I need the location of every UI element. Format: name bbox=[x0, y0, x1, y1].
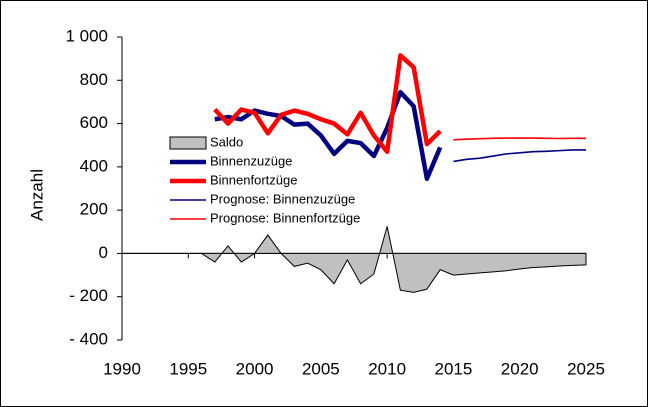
y-tick-label: 1 000 bbox=[65, 26, 108, 45]
legend-label: Prognose: Binnenfortzüge bbox=[210, 210, 360, 225]
x-tick-label: 1995 bbox=[169, 359, 207, 378]
y-tick-label: - 200 bbox=[69, 286, 108, 305]
y-tick-label: 200 bbox=[80, 200, 108, 219]
legend-label: Binnenfortzüge bbox=[210, 172, 297, 187]
x-tick-label: 2000 bbox=[236, 359, 274, 378]
x-tick-label: 2020 bbox=[501, 359, 539, 378]
y-tick-label: - 400 bbox=[69, 329, 108, 348]
line bbox=[213, 53, 442, 154]
legend-label: Prognose: Binnenzuzüge bbox=[210, 191, 355, 206]
legend-swatch bbox=[169, 136, 207, 150]
y-tick-label: 400 bbox=[80, 156, 108, 175]
x-tick-label: 1990 bbox=[103, 359, 141, 378]
x-tick-label: 2015 bbox=[435, 359, 473, 378]
y-axis-label: Anzahl bbox=[27, 169, 46, 221]
x-tick-label: 2025 bbox=[567, 359, 605, 378]
y-tick-label: 600 bbox=[80, 113, 108, 132]
line bbox=[453, 137, 586, 141]
legend-label: Binnenzuzüge bbox=[210, 153, 292, 168]
y-tick-label: 800 bbox=[80, 70, 108, 89]
legend-label: Saldo bbox=[210, 134, 243, 149]
x-tick-label: 2010 bbox=[368, 359, 406, 378]
line bbox=[453, 149, 586, 163]
x-tick-label: 2005 bbox=[302, 359, 340, 378]
y-tick-label: 0 bbox=[99, 243, 108, 262]
area bbox=[122, 226, 587, 293]
